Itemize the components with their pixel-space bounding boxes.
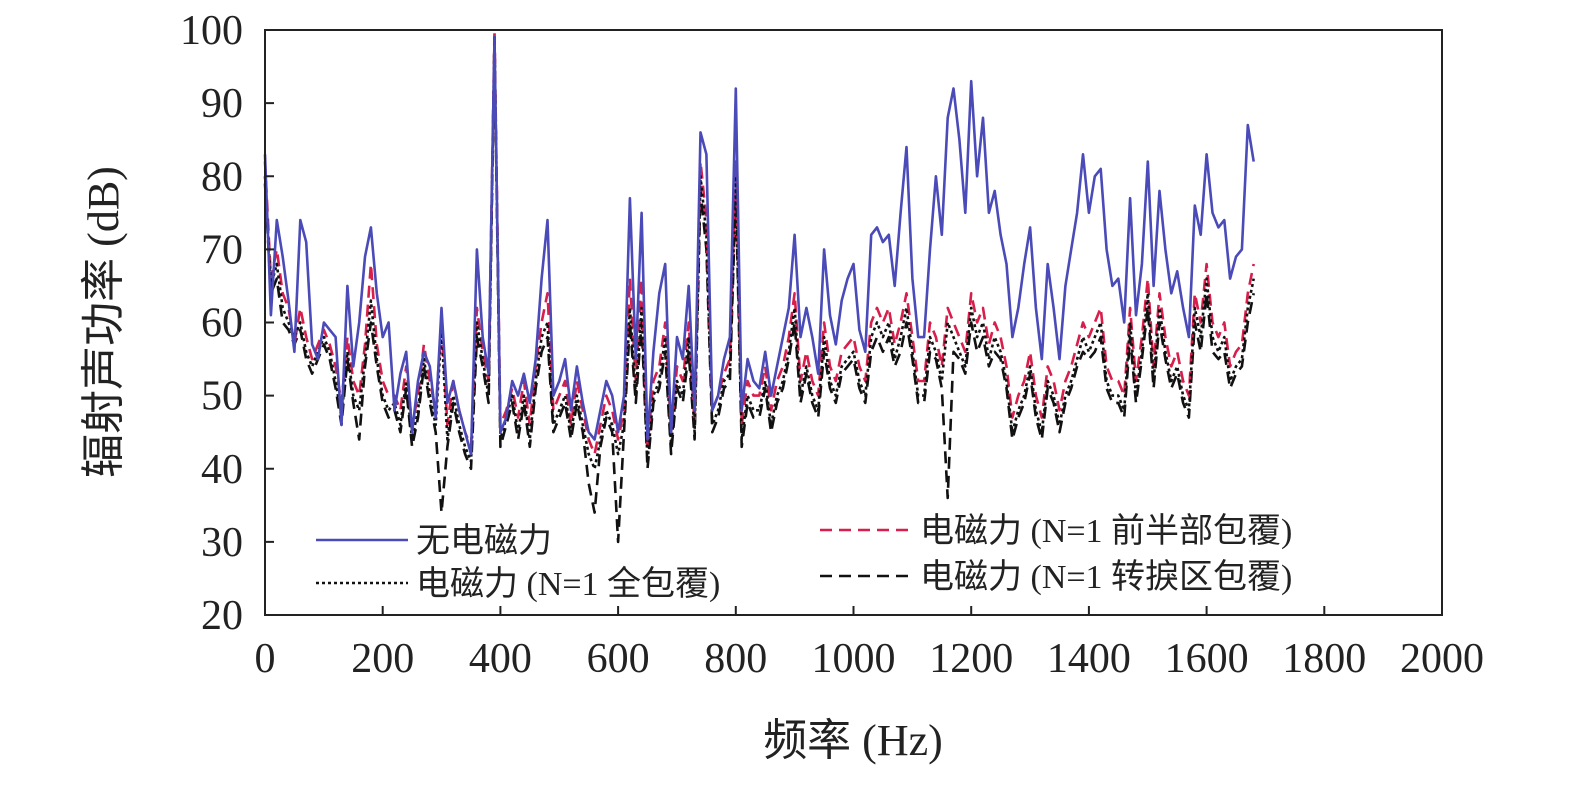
x-tick-label: 1200 — [929, 636, 1013, 682]
y-tick-label: 40 — [201, 447, 243, 493]
y-tick-label: 30 — [201, 520, 243, 566]
series-line-3 — [263, 43, 1255, 544]
x-tick-label: 400 — [469, 636, 532, 682]
legend-label-1: 电磁力 (N=1 全包覆) — [416, 565, 720, 603]
x-tick-label: 0 — [255, 636, 276, 682]
legend-label-3: 电磁力 (N=1 转捩区包覆) — [920, 558, 1292, 596]
y-tick-label: 80 — [201, 154, 243, 200]
series-line-0 — [263, 35, 1255, 456]
x-axis-label: 频率 (Hz) — [763, 716, 943, 765]
y-tick-label: 60 — [201, 301, 243, 347]
y-axis-label: 辐射声功率 (dB) — [79, 166, 128, 478]
series-line-2 — [263, 28, 1255, 456]
series-group — [263, 28, 1255, 544]
x-tick-label: 1600 — [1165, 636, 1249, 682]
series-line-1 — [263, 35, 1255, 471]
x-tick-label: 2000 — [1400, 636, 1484, 682]
y-tick-label: 70 — [201, 227, 243, 273]
x-tick-label: 1800 — [1282, 636, 1366, 682]
x-tick-label: 800 — [704, 636, 767, 682]
y-tick-label: 20 — [201, 593, 243, 639]
x-tick-label: 1000 — [812, 636, 896, 682]
tick-group: 0 200 400 600 800 1000 1200 1400 1600 1800 2000 20 3… — [180, 8, 1484, 682]
x-tick-label: 1400 — [1047, 636, 1131, 682]
x-tick-label: 600 — [587, 636, 650, 682]
x-tick-label: 200 — [351, 636, 414, 682]
legend-label-2: 电磁力 (N=1 前半部包覆) — [920, 512, 1292, 550]
y-tick-label: 100 — [180, 8, 243, 54]
legend-label-0: 无电磁力 — [416, 522, 552, 560]
y-tick-label: 50 — [201, 374, 243, 420]
y-tick-label: 90 — [201, 81, 243, 127]
